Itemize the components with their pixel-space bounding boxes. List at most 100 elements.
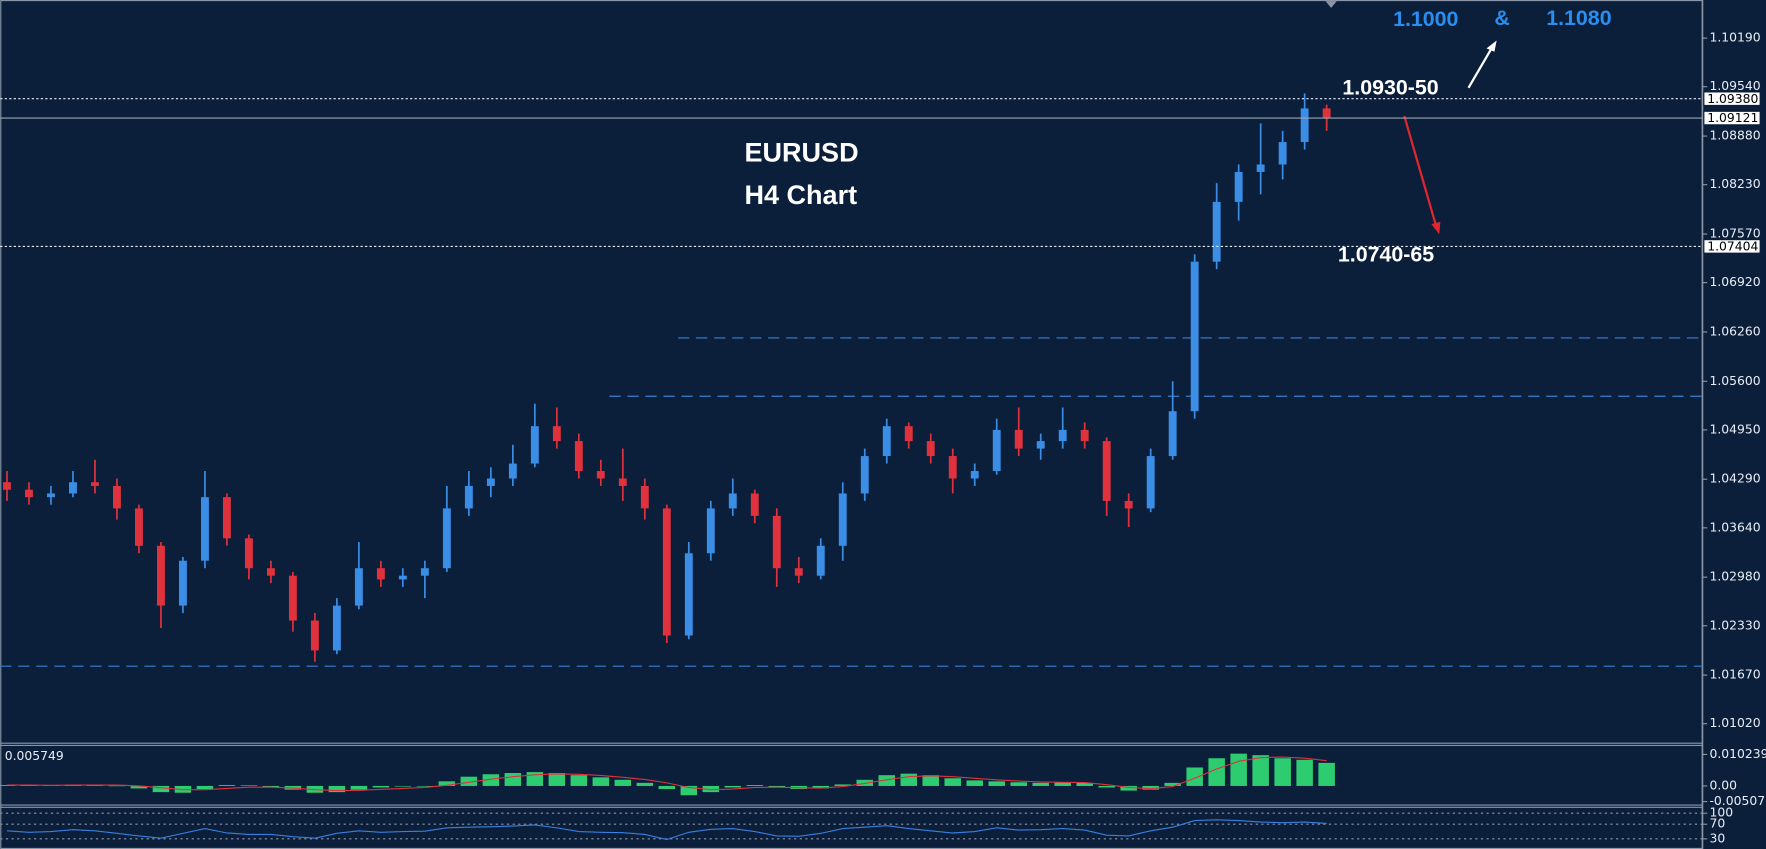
- macd-bar: [680, 785, 698, 796]
- arrow-up: [1467, 46, 1494, 89]
- candle-body: [376, 568, 385, 580]
- candle-body: [838, 493, 847, 546]
- macd-bar: [1252, 755, 1269, 786]
- macd-bar: [1120, 785, 1137, 791]
- candle-body: [1168, 411, 1177, 457]
- candle-body: [618, 478, 627, 486]
- macd-bar: [1032, 782, 1049, 786]
- annotation: 1.1000: [1393, 7, 1458, 31]
- arrow-down: [1403, 115, 1437, 226]
- candle-body: [860, 456, 869, 494]
- candle-body: [750, 493, 759, 516]
- macd-bar: [702, 785, 720, 793]
- y-tick-label: 1.05600: [1709, 374, 1760, 388]
- candle-body: [332, 605, 341, 651]
- candle-body: [244, 538, 253, 569]
- macd-bar: [878, 775, 896, 786]
- candle-body: [156, 545, 165, 606]
- annotation: 1.0740-65: [1338, 242, 1434, 266]
- candle-body: [1256, 164, 1265, 172]
- candle-body: [486, 478, 495, 486]
- candle-body: [1212, 201, 1221, 262]
- candle-body: [266, 568, 275, 576]
- candle-body: [508, 463, 517, 479]
- macd-bar: [394, 785, 412, 787]
- macd-bar: [152, 785, 170, 793]
- line: [6, 819, 1327, 841]
- macd-bar: [372, 785, 390, 788]
- y-tick-label: 1.01670: [1709, 668, 1760, 682]
- macd-bar: [1098, 785, 1115, 788]
- y-tick-label: 1.07570: [1709, 227, 1760, 241]
- candle-body: [442, 508, 451, 569]
- macd-bar: [812, 785, 830, 789]
- macd-bar: [570, 775, 588, 786]
- candle-body: [1278, 142, 1287, 165]
- candle-body: [178, 560, 187, 606]
- price-label-box: [1703, 91, 1761, 107]
- candle-body: [1322, 108, 1331, 119]
- macd-bar: [240, 785, 258, 786]
- y-tick-label: 1.04290: [1709, 472, 1760, 486]
- macd-bar: [856, 779, 874, 786]
- candle-body: [882, 426, 891, 457]
- macd-bar: [1186, 767, 1203, 786]
- candle-body: [464, 485, 473, 509]
- macd-bar: [658, 785, 676, 790]
- macd-bar: [350, 785, 368, 790]
- candle-body: [135, 508, 143, 546]
- annotation: &: [1494, 6, 1509, 30]
- annotation: 1.0930-50: [1342, 76, 1438, 100]
- macd-bar: [1142, 785, 1159, 790]
- macd-bar: [1076, 782, 1093, 786]
- candle-body: [706, 508, 715, 554]
- arrow-head: [1486, 40, 1497, 52]
- candle-body: [47, 493, 55, 498]
- candle-body: [816, 545, 825, 576]
- candle-body: [992, 429, 1001, 472]
- candle-body: [354, 568, 363, 606]
- candle-body: [904, 426, 913, 442]
- macd-bar: [1318, 762, 1335, 786]
- macd-bar: [614, 779, 632, 786]
- candle-body: [1190, 261, 1199, 412]
- y-tick-label: 1.02330: [1709, 618, 1760, 632]
- macd-bar: [218, 785, 236, 786]
- candle-body: [574, 441, 583, 472]
- macd-bar: [504, 773, 522, 786]
- candle-body: [310, 620, 319, 651]
- candle-body: [3, 482, 11, 490]
- candle-body: [69, 482, 77, 494]
- y-tick-label: 1.06920: [1709, 275, 1760, 289]
- price-label: 1.09121: [1707, 111, 1758, 125]
- candle-body: [1080, 429, 1089, 442]
- candle-body: [1036, 441, 1045, 449]
- macd-bar: [988, 781, 1005, 786]
- candle-body: [948, 456, 957, 479]
- candle-body: [288, 575, 297, 621]
- macd-bar: [416, 785, 434, 787]
- macd-bar: [1010, 782, 1027, 786]
- price-label: 1.09380: [1707, 92, 1758, 106]
- macd-bar: [130, 785, 148, 789]
- signal-line: [6, 756, 1327, 792]
- y-tick-label: 1.01020: [1709, 716, 1760, 730]
- y-tick-label: 1.09540: [1709, 79, 1760, 93]
- y-tick-label: -0.00507: [1709, 794, 1765, 808]
- macd-bar: [966, 780, 983, 786]
- annotation: 1.1080: [1546, 6, 1611, 30]
- candle-body: [1102, 441, 1111, 501]
- chart-title: EURUSD: [745, 137, 859, 167]
- candle-body: [596, 471, 605, 479]
- macd-bar: [746, 785, 764, 786]
- y-tick-label: 0.010239: [1709, 747, 1766, 761]
- candle-body: [91, 482, 99, 486]
- macd-bar: [438, 781, 456, 786]
- candle-body: [640, 485, 649, 509]
- candle-body: [1234, 171, 1243, 202]
- macd-bar: [1164, 782, 1181, 786]
- candle-body: [926, 441, 935, 457]
